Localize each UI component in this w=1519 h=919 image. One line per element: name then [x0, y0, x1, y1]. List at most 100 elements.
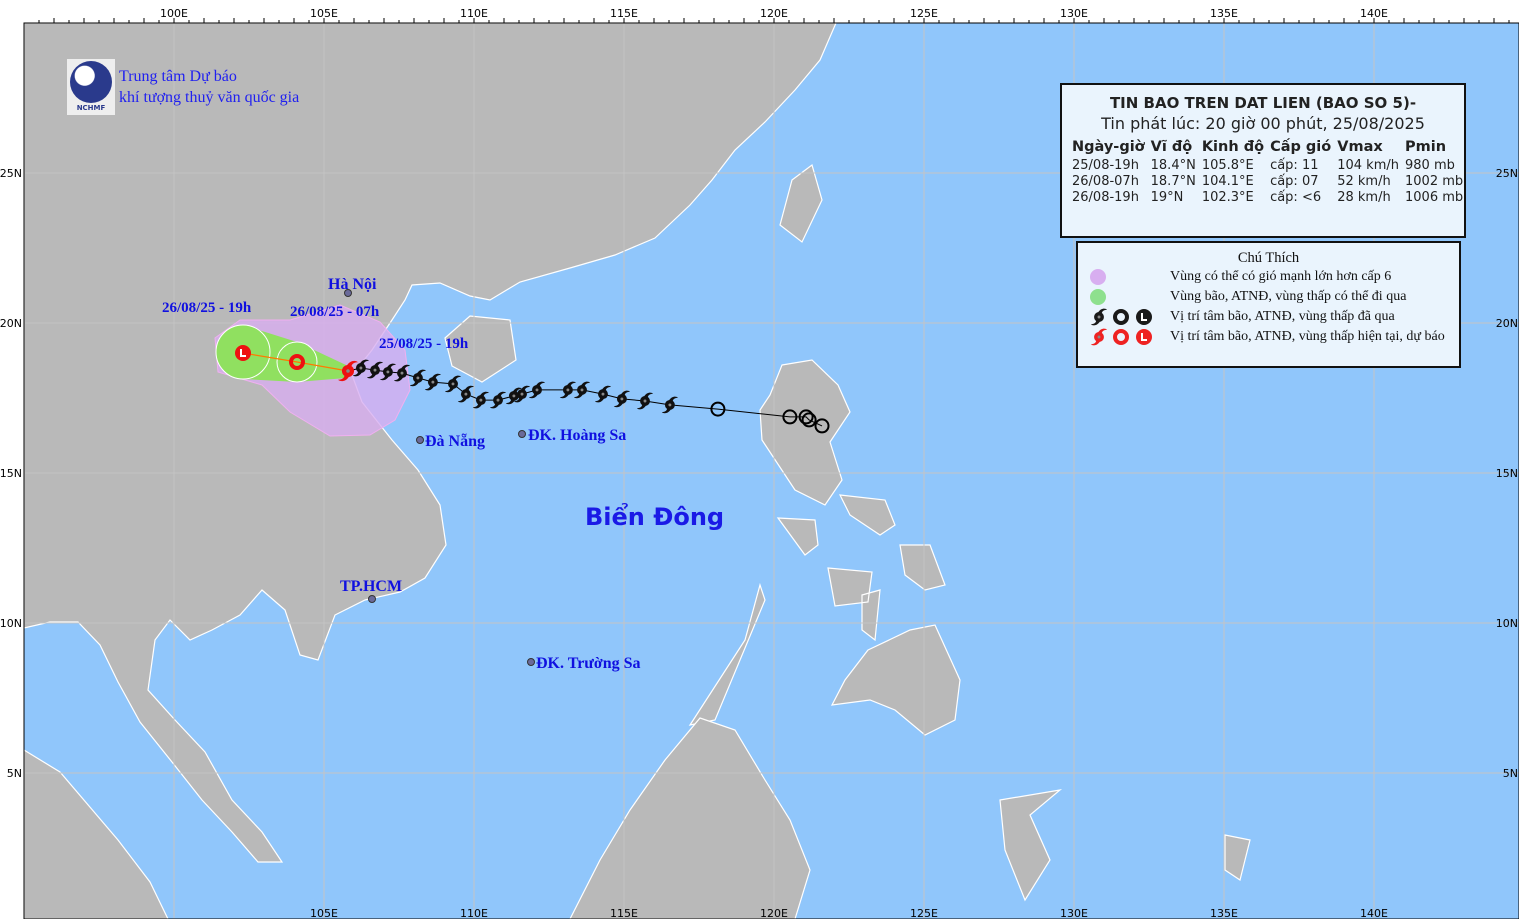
bottom-lon-label: 130E [1060, 907, 1088, 919]
top-lon-label: 125E [910, 7, 938, 20]
pink-dot-icon [1090, 269, 1106, 285]
legend-panel: Chú Thích Vùng có thể có gió mạnh lớn hơ… [1076, 241, 1461, 368]
table-cell: 104.1°E [1201, 174, 1254, 189]
past-low-icon [1136, 309, 1152, 325]
past-depression-icon[interactable] [798, 409, 814, 425]
forecast-depression-icon[interactable] [289, 354, 305, 370]
past-depression-icon[interactable] [782, 409, 798, 425]
bottom-lon-label: 110E [460, 907, 488, 919]
table-cell: cấp: 11 [1270, 158, 1319, 173]
org-name-line2: khí tượng thuỷ văn quốc gia [119, 89, 300, 106]
place-marker-icon [368, 595, 376, 603]
land-mindoro [776, 517, 819, 556]
top-lon-label: 115E [610, 7, 638, 20]
legend-item-wind-zone: Vùng có thể có gió mạnh lớn hơn cấp 6 [1078, 267, 1459, 287]
forecast-label-26-19h: 26/08/25 - 19h [162, 300, 252, 316]
bottom-lon-label: 135E [1210, 907, 1238, 919]
legend-item-forecast: Vị trí tâm bão, ATNĐ, vùng thấp hiện tại… [1078, 327, 1459, 347]
place-label: Hà Nội [328, 276, 377, 293]
column-header: Cấp gió [1270, 139, 1332, 155]
table-cell: 26/08-07h [1072, 174, 1139, 189]
bulletin-title: TIN BAO TREN DAT LIEN (BAO SO 5)- [1109, 94, 1417, 112]
sea-name-label: Biển Đông [585, 501, 724, 531]
column-header: Pmin [1405, 139, 1447, 155]
top-lon-label: 140E [1360, 7, 1388, 20]
land-masses [23, 22, 1251, 919]
column-header: Kinh độ [1201, 139, 1265, 155]
bottom-lon-label: 105E [310, 907, 338, 919]
forecast-low-icon [1136, 329, 1152, 345]
table-cell: 18.4°N [1150, 158, 1196, 173]
bulletin-issued-time: Tin phát lúc: 20 giờ 00 phút, 25/08/2025 [1101, 114, 1425, 133]
table-cell: 104 km/h [1337, 158, 1399, 173]
table-cell: 19°N [1150, 190, 1184, 205]
bottom-lon-label: 120E [760, 907, 788, 919]
left-lat-label: 15N [0, 467, 22, 480]
org-name-line1: Trung tâm Dự báo [119, 68, 237, 85]
forecast-label-26-07h: 26/08/25 - 07h [290, 304, 380, 320]
table-cell: 105.8°E [1201, 158, 1254, 173]
forecast-storm-icon [1090, 328, 1108, 346]
land-luzon [759, 359, 851, 506]
land-taiwan [779, 163, 823, 243]
past-depression-icon[interactable] [710, 401, 726, 417]
top-lon-label: 135E [1210, 7, 1238, 20]
table-cell: 52 km/h [1337, 174, 1391, 189]
forecast-depression-icon [1113, 329, 1129, 345]
column-header: Vĩ độ [1150, 139, 1193, 155]
place-label: TP.HCM [340, 578, 402, 595]
left-lat-label: 20N [0, 317, 22, 330]
column-header: Ngày-giờ [1072, 139, 1145, 155]
place-label: ĐK. Hoàng Sa [528, 427, 626, 444]
past-depression-icon [1113, 309, 1129, 325]
top-lon-label: 105E [310, 7, 338, 20]
place-marker-icon [518, 430, 526, 438]
legend-title: Chú Thích [1237, 250, 1300, 266]
bottom-lon-label: 140E [1360, 907, 1388, 919]
right-lat-label: 5N [1503, 767, 1518, 780]
map-frame [23, 22, 1519, 919]
legend-label: Vùng có thể có gió mạnh lớn hơn cấp 6 [1170, 269, 1392, 284]
table-cell: 26/08-19h [1072, 190, 1139, 205]
left-lat-label: 5N [7, 767, 22, 780]
logo-text: NCHMF [76, 104, 106, 112]
legend-item-path-zone: Vùng bão, ATNĐ, vùng thấp có thể đi qua [1078, 287, 1459, 307]
land-halmahera [1224, 834, 1251, 881]
table-cell: 1006 mb [1405, 190, 1464, 205]
legend-label: Vị trí tâm bão, ATNĐ, vùng thấp hiện tại… [1170, 329, 1445, 344]
forecast-label-25-19h: 25/08/25 - 19h [379, 336, 469, 352]
top-lon-label: 120E [760, 7, 788, 20]
left-lat-label: 10N [0, 617, 22, 630]
legend-label: Vị trí tâm bão, ATNĐ, vùng thấp đã qua [1170, 309, 1395, 324]
land-asia-mainland [23, 22, 837, 863]
place-marker-icon [527, 658, 535, 666]
axis-labels: 100E 105E 110E 115E 120E 125E 130E 135E 140E 105E… [0, 7, 1518, 919]
legend-item-past: Vị trí tâm bão, ATNĐ, vùng thấp đã qua [1078, 307, 1459, 327]
table-cell: 28 km/h [1337, 190, 1391, 205]
past-depression-icon[interactable] [801, 412, 817, 428]
top-lon-label: 110E [460, 7, 488, 20]
table-cell: 102.3°E [1201, 190, 1254, 205]
green-dot-icon [1090, 289, 1106, 305]
table-cell: 1002 mb [1405, 174, 1464, 189]
legend-label: Vùng bão, ATNĐ, vùng thấp có thể đi qua [1170, 289, 1407, 304]
table-cell: cấp: 07 [1270, 174, 1319, 189]
right-lat-label: 20N [1496, 317, 1518, 330]
land-sumatra [23, 748, 169, 919]
bottom-lon-label: 115E [610, 907, 638, 919]
right-lat-label: 15N [1496, 467, 1518, 480]
land-borneo [569, 717, 811, 919]
land-visayas [827, 494, 946, 642]
table-row: 25/08-19h 18.4°N 105.8°E cấp: 11 104 km/h 980… [1072, 158, 1469, 174]
table-cell: 18.7°N [1150, 174, 1196, 189]
forecast-low-icon[interactable] [235, 345, 251, 361]
past-depression-icon[interactable] [814, 418, 830, 434]
top-lon-label: 100E [160, 7, 188, 20]
org-name: Trung tâm Dự báo khí tượng thuỷ văn quốc… [119, 66, 299, 108]
land-sulawesi [999, 789, 1063, 902]
table-row: 26/08-19h 19°N 102.3°E cấp: <6 28 km/h 1006 m… [1072, 190, 1469, 206]
table-cell: cấp: <6 [1270, 190, 1322, 205]
forecast-table: Ngày-giờ Vĩ độ Kinh độ Cấp gió Vmax Pmin 25/0… [1072, 139, 1469, 206]
place-marker-icon [344, 289, 352, 297]
place-label: Đà Nẵng [425, 433, 485, 450]
